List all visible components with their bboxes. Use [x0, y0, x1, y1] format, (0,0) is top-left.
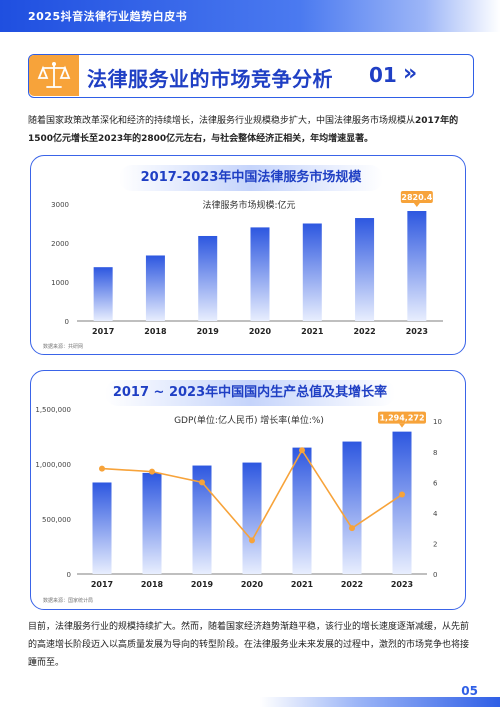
- y-right-tick-label: 4: [433, 510, 438, 518]
- chart2-source: 数据来源：国家统计局: [43, 597, 93, 604]
- gdp-chart-panel: 2017 ~ 2023年中国国内生产总值及其增长率 GDP(单位:亿人民币) 增…: [30, 370, 466, 610]
- growth-point-2022: [349, 525, 355, 532]
- bar-2022: [355, 218, 375, 321]
- x-tick-label: 2023: [391, 580, 413, 589]
- x-tick-label: 2023: [406, 327, 428, 336]
- section-number: 01: [369, 63, 397, 87]
- report-title: 2025抖音法律行业趋势白皮书: [28, 10, 188, 23]
- growth-point-2023: [399, 491, 405, 498]
- intro-text-2: 2017年的1500亿元增长至2023年的2800亿元左右，与社会整体经济正相关…: [28, 116, 459, 144]
- bar-2017: [93, 267, 113, 321]
- bar-2018: [145, 255, 165, 321]
- data-label: 1,294,272: [379, 414, 424, 423]
- chart2-title: 2017 ~ 2023年中国国内生产总值及其增长率: [105, 380, 395, 406]
- header-bar: 2025抖音法律行业趋势白皮书: [0, 0, 500, 32]
- x-tick-label: 2017: [91, 580, 113, 589]
- x-tick-label: 2022: [341, 580, 363, 589]
- bar-2023: [392, 431, 412, 574]
- x-tick-label: 2020: [249, 327, 272, 336]
- page-number: 05: [461, 684, 478, 698]
- value-callout: [378, 411, 426, 424]
- x-tick-label: 2022: [353, 327, 375, 336]
- section-title: 法律服务业的市场竞争分析: [87, 67, 333, 91]
- bar-2019: [192, 465, 212, 574]
- y-tick-label: 0: [65, 318, 69, 326]
- section-title-box: 法律服务业的市场竞争分析 01 »: [28, 54, 474, 98]
- bar-2020: [250, 227, 270, 321]
- x-tick-label: 2018: [141, 580, 164, 589]
- y-left-tick-label: 1,500,000: [35, 406, 71, 414]
- growth-point-2019: [199, 479, 205, 486]
- intro-text-1: 随着国家政策改革深化和经济的持续增长，法律服务行业规模稳步扩大，中国法律服务市场…: [28, 116, 416, 126]
- data-label: 2820.4: [401, 193, 432, 202]
- chart2-legend: GDP(单位:亿人民币) 增长率(单位:%): [174, 414, 324, 426]
- callout-pointer: [399, 423, 405, 428]
- chart1-title: 2017-2023年中国法律服务市场规模: [119, 165, 383, 191]
- growth-point-2020: [249, 537, 255, 544]
- y-right-tick-label: 8: [433, 449, 437, 457]
- x-tick-label: 2018: [144, 327, 167, 336]
- footer-paragraph: 目前，法律服务行业的规模持续扩大。然而，随着国家经济趋势渐趋平稳，该行业的增长速…: [28, 622, 470, 668]
- x-tick-label: 2020: [241, 580, 264, 589]
- x-tick-label: 2019: [197, 327, 220, 336]
- chart1-legend: 法律服务市场规模:亿元: [202, 199, 295, 211]
- y-left-tick-label: 0: [67, 571, 71, 579]
- chart1-source: 数据来源：共研网: [43, 343, 83, 350]
- value-callout: [400, 191, 433, 204]
- y-tick-label: 1000: [51, 279, 69, 287]
- gdp-chart: GDP(单位:亿人民币) 增长率(单位:%) 0 500,000 1,000,000 1…: [35, 406, 442, 604]
- bar-2019: [198, 235, 218, 321]
- scales-icon: [29, 55, 79, 96]
- x-tick-label: 2021: [291, 580, 314, 589]
- market-size-chart-panel: 2017-2023年中国法律服务市场规模 法律服务市场规模:亿元 0 1000 200…: [30, 155, 466, 355]
- bar-2021: [292, 447, 312, 574]
- x-tick-label: 2019: [191, 580, 214, 589]
- market-size-chart: 法律服务市场规模:亿元 0 1000 2000 3000 2017 2018 2019 2020…: [43, 191, 443, 350]
- growth-point-2021: [299, 447, 305, 454]
- double-chevron-icon: »: [403, 61, 418, 86]
- y-left-tick-label: 500,000: [42, 516, 71, 524]
- y-right-tick-label: 2: [433, 540, 437, 548]
- callout-pointer: [413, 203, 420, 208]
- y-right-tick-label: 0: [433, 571, 437, 579]
- y-right-tick-label: 6: [433, 479, 438, 487]
- bar-2023: [407, 211, 427, 321]
- growth-point-2018: [149, 468, 155, 475]
- bar-2020: [242, 462, 262, 574]
- bottom-decor-bar: [260, 697, 500, 707]
- x-tick-label: 2021: [301, 327, 324, 336]
- growth-point-2017: [99, 465, 105, 472]
- x-tick-label: 2017: [92, 327, 114, 336]
- y-tick-label: 2000: [51, 240, 69, 248]
- y-left-tick-label: 1,000,000: [35, 461, 71, 469]
- bar-2021: [302, 223, 322, 321]
- y-right-tick-label: 10: [433, 418, 442, 426]
- bar-2022: [342, 441, 362, 574]
- y-tick-label: 3000: [51, 201, 69, 209]
- intro-paragraph: 随着国家政策改革深化和经济的持续增长，法律服务行业规模稳步扩大，中国法律服务市场…: [28, 112, 474, 148]
- bar-2017: [92, 482, 112, 574]
- bar-2018: [142, 472, 162, 574]
